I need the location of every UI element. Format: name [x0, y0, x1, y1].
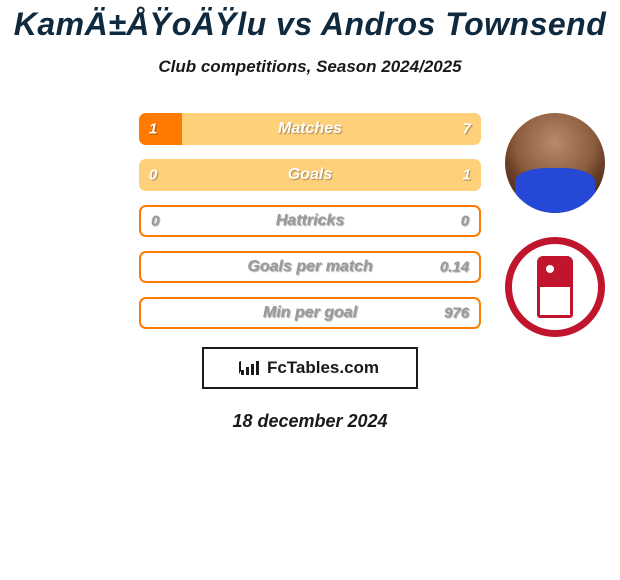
club-badge-icon [537, 256, 573, 318]
brand-box: FcTables.com [202, 347, 418, 389]
page-title: KamÄ±ÅŸoÄŸlu vs Andros Townsend [0, 0, 620, 43]
player-right-avatar [505, 113, 605, 213]
stat-bar: Goals 0 1 [139, 159, 481, 191]
stat-bar: Matches 1 7 [139, 113, 481, 145]
player-left-column [0, 113, 110, 209]
player-right-column [500, 113, 610, 337]
stat-bars: Matches 1 7 Goals 0 1 Hattricks 0 0 Goals per mat… [139, 113, 481, 329]
bar-value-right: 7 [463, 121, 471, 138]
stat-bar: Hattricks 0 0 [139, 205, 481, 237]
bar-value-right: 1 [463, 167, 471, 184]
bar-fill-left [139, 113, 182, 145]
bar-value-left: 0 [151, 213, 159, 230]
brand-text: FcTables.com [267, 358, 379, 378]
date-text: 18 december 2024 [0, 411, 620, 432]
bar-label: Hattricks [276, 212, 344, 230]
bar-label: Goals per match [247, 258, 372, 276]
bar-value-left: 1 [149, 121, 157, 138]
player-left-club-badge [20, 183, 116, 209]
bar-value-right: 976 [444, 305, 469, 322]
bar-value-left: 0 [149, 167, 157, 184]
player-right-club-badge [505, 237, 605, 337]
bar-label: Matches [278, 120, 342, 138]
bar-value-right: 0 [461, 213, 469, 230]
comparison-stage: Matches 1 7 Goals 0 1 Hattricks 0 0 Goals per mat… [0, 113, 620, 329]
stat-bar: Goals per match 0.14 [139, 251, 481, 283]
brand-chart-icon [241, 361, 261, 375]
bar-label: Min per goal [263, 304, 357, 322]
bar-label: Goals [288, 166, 332, 184]
stat-bar: Min per goal 976 [139, 297, 481, 329]
player-left-avatar [0, 121, 110, 155]
comparison-card: KamÄ±ÅŸoÄŸlu vs Andros Townsend Club com… [0, 0, 620, 432]
bar-value-right: 0.14 [440, 259, 469, 276]
subtitle: Club competitions, Season 2024/2025 [0, 57, 620, 77]
